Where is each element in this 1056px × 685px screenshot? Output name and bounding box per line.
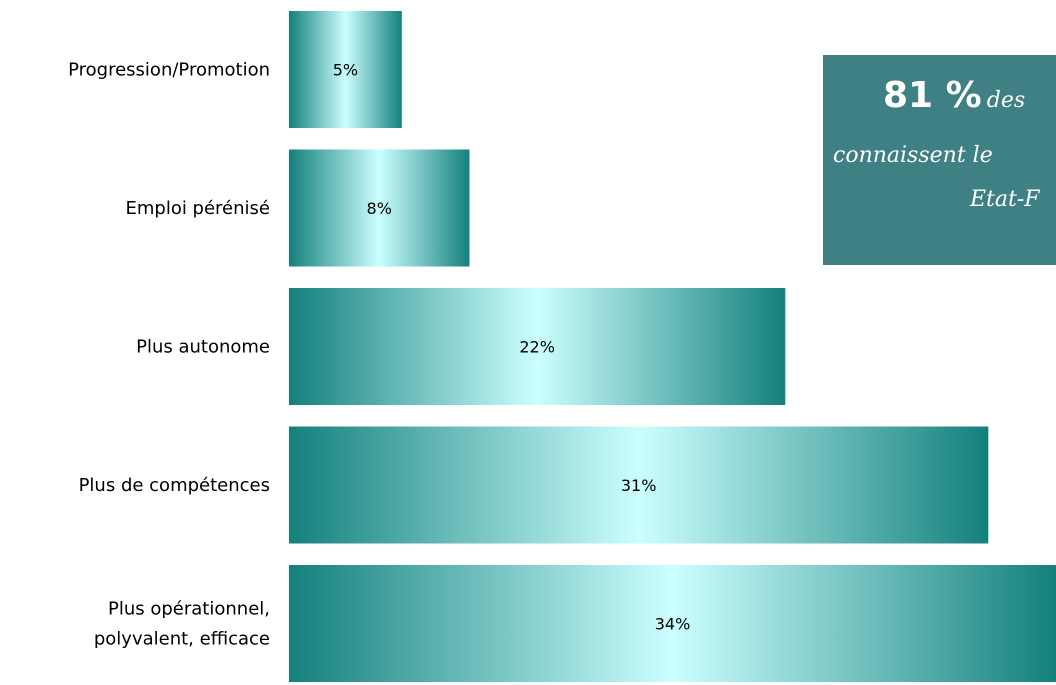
data-label-4: 31% [621, 476, 657, 495]
category-label-5-line-2: polyvalent, efficace [94, 629, 270, 650]
callout-percentage: 81 % [883, 75, 982, 116]
callout-text-des: des [986, 88, 1026, 113]
data-label-5: 34% [655, 615, 691, 634]
bar-1 [289, 11, 402, 128]
bar-3 [289, 288, 786, 405]
category-label-5-line-1: Plus opérationnel, [108, 599, 270, 620]
callout-line-3: Etat-F [970, 187, 1040, 212]
category-label-3: Plus autonome [136, 337, 270, 358]
bar-5 [289, 565, 1056, 682]
data-label-2: 8% [367, 199, 392, 218]
bar-2 [289, 149, 470, 267]
data-label-3: 22% [519, 338, 555, 357]
category-label-1: Progression/Promotion [68, 60, 270, 81]
data-label-1: 5% [333, 61, 358, 80]
bar-4 [289, 426, 989, 544]
callout-line-1: 81 % des [883, 75, 1025, 116]
category-label-2: Emploi pérénisé [125, 198, 270, 219]
highlight-callout: 81 % des connaissent le Etat-F [823, 55, 1056, 265]
callout-line-2: connaissent le [833, 143, 993, 168]
category-label-4: Plus de compétences [79, 475, 270, 496]
